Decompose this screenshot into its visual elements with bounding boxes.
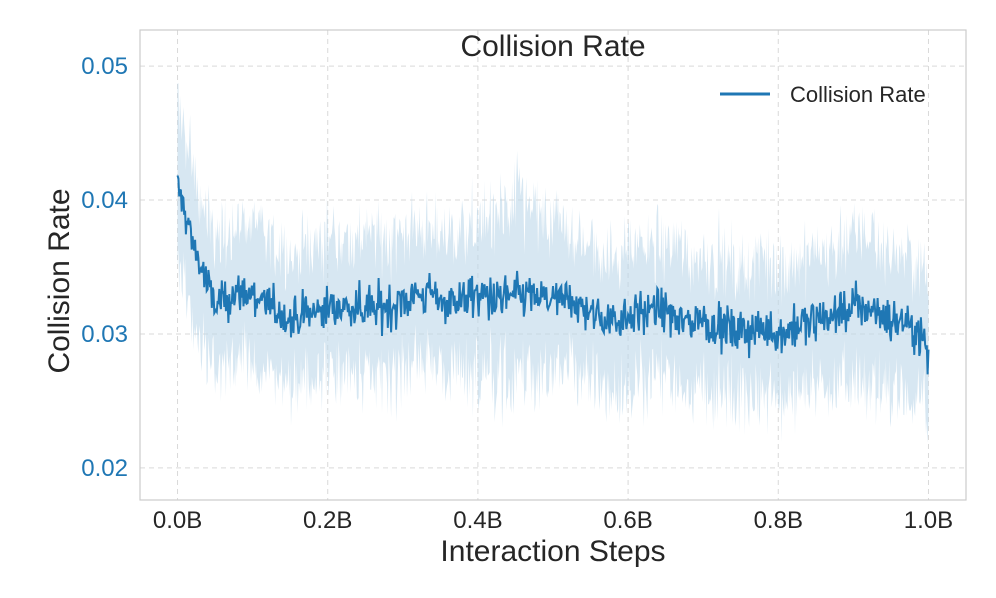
y-tick-label: 0.05	[81, 53, 128, 80]
x-axis-label: Interaction Steps	[440, 535, 665, 568]
x-tick-label: 0.0B	[153, 507, 202, 534]
confidence-band	[177, 83, 929, 443]
collision-rate-line	[176, 175, 930, 375]
plot-frame	[139, 29, 967, 501]
x-tick-label: 0.2B	[303, 507, 352, 534]
x-axis-ticks: 0.0B 0.2B 0.4B 0.6B 0.8B 1.0B	[153, 507, 953, 534]
chart-title: Collision Rate	[460, 30, 645, 63]
x-tick-label: 0.6B	[603, 507, 652, 534]
x-tick-label: 1.0B	[904, 507, 953, 534]
y-tick-label: 0.04	[81, 187, 128, 214]
y-tick-label: 0.03	[81, 321, 128, 348]
series-line	[176, 175, 930, 375]
x-tick-label: 0.8B	[754, 507, 803, 534]
legend-label: Collision Rate	[790, 82, 926, 107]
y-axis-label: Collision Rate	[43, 188, 76, 373]
legend: Collision Rate	[720, 82, 926, 107]
y-axis-ticks: 0.02 0.03 0.04 0.05	[81, 53, 128, 482]
y-tick-label: 0.02	[81, 455, 128, 482]
x-tick-label: 0.4B	[453, 507, 502, 534]
confidence-band-area	[177, 83, 929, 443]
